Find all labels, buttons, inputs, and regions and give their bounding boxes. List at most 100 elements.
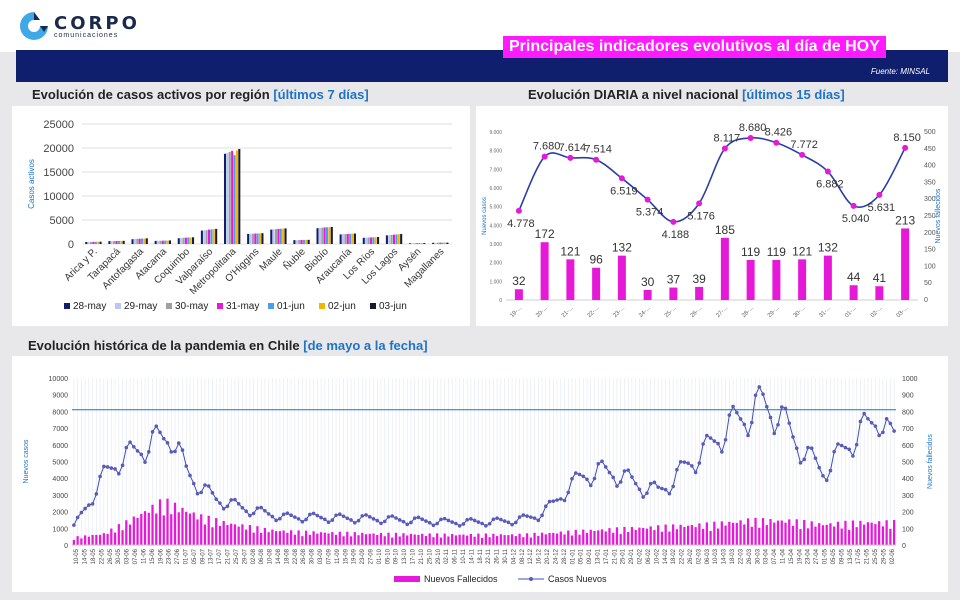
x-tick-label: 26-08 (301, 548, 307, 564)
cases-point (753, 393, 758, 398)
cases-point (120, 463, 125, 468)
bar (94, 241, 97, 244)
death-bar (823, 255, 832, 300)
x-tick-label: 10-05 (74, 548, 80, 564)
y-right-tick-label: 900 (902, 393, 914, 400)
bar (136, 238, 139, 244)
death-bar (447, 536, 450, 545)
x-tick-label: 17-05 (856, 548, 862, 564)
cases-point (675, 467, 679, 472)
bar (365, 237, 368, 244)
cases-point (615, 484, 619, 488)
regional-chart-title: Evolución de casos activos por región [ú… (32, 87, 369, 102)
bar (323, 227, 326, 244)
bar (282, 228, 285, 244)
bar (210, 229, 213, 244)
cases-point (806, 445, 810, 450)
legend-label: 28-may (73, 301, 106, 312)
bar (226, 152, 229, 244)
death-bar (698, 523, 701, 545)
death-bar (331, 532, 334, 545)
cases-point (266, 512, 271, 516)
death-bar (481, 537, 484, 545)
y-left-tick-label: 1000 (52, 526, 68, 533)
death-bar (368, 533, 371, 545)
x-tick-label: 27-04 (814, 548, 820, 564)
x-tick-label: 06-03 (705, 548, 711, 564)
x-tick-label: 20-... (535, 305, 549, 319)
cases-point (371, 517, 376, 521)
cases-point (281, 512, 286, 517)
death-bar (98, 534, 102, 545)
regional-title-main: Evolución de casos activos por región (32, 87, 270, 102)
cases-point (450, 520, 454, 524)
death-bar (514, 289, 523, 300)
legend-swatch (319, 303, 325, 309)
cases-point (218, 501, 222, 505)
cases-point (847, 447, 851, 452)
y-axis-label: Casos activos (27, 159, 36, 209)
death-bar (495, 536, 499, 545)
y-right-tick-label: 800 (902, 409, 914, 416)
x-tick-label: 05-01 (579, 548, 585, 564)
cases-point (731, 404, 735, 409)
bar (305, 239, 308, 244)
cases-point (876, 191, 883, 198)
cases-point (821, 474, 825, 478)
cases-point (341, 514, 346, 519)
brand-subtitle: comunicaciones (54, 32, 119, 39)
cases-point (105, 465, 110, 469)
bar (353, 233, 356, 244)
bar (344, 234, 347, 244)
cases-point (158, 430, 162, 435)
cases-point (412, 516, 417, 520)
bar (390, 234, 393, 244)
x-tick-label: 06-11 (453, 548, 459, 564)
cases-point (540, 513, 544, 518)
cases-point (229, 498, 233, 502)
cases-point (727, 413, 732, 417)
legend-label: 30-may (175, 301, 208, 312)
death-bar (458, 534, 461, 545)
cases-point (394, 516, 398, 520)
cases-point (902, 144, 909, 151)
x-tick-label: 13-01 (596, 548, 602, 564)
death-bar (848, 529, 851, 545)
death-bar (80, 538, 83, 545)
corpo-logo-icon (20, 12, 48, 40)
death-data-label: 96 (589, 253, 603, 267)
cases-point (117, 471, 121, 476)
y-right-tick-label: 50 (924, 280, 932, 287)
bar (182, 237, 185, 244)
cases-point (791, 435, 795, 439)
death-bar (95, 534, 98, 545)
y-left-axis-label: Nuevos casos (482, 197, 488, 235)
daily-title-main: Evolución DIARIA a nivel nacional (528, 87, 739, 102)
y-right-axis-label: Nuevos fallecidos (927, 434, 934, 489)
cases-point (723, 437, 728, 442)
death-bar (563, 534, 566, 545)
x-tick-label: 15-09 (343, 548, 349, 564)
cases-point (757, 385, 762, 389)
death-bar (612, 532, 615, 545)
cases-point (233, 497, 237, 502)
cases-point (382, 519, 387, 524)
death-bar (548, 532, 551, 545)
bar (318, 227, 321, 244)
cases-point (577, 472, 582, 477)
death-bar (428, 533, 431, 545)
cases-point (562, 498, 567, 503)
death-bar (728, 521, 731, 545)
x-tick-label: 02-11 (444, 548, 450, 564)
death-bar (346, 531, 349, 545)
death-bar (275, 531, 278, 545)
death-bar (889, 528, 892, 545)
cases-point (854, 442, 859, 447)
death-bar (421, 533, 424, 545)
death-bar (593, 530, 596, 545)
death-bar (818, 523, 821, 545)
bar (249, 233, 252, 244)
cases-point (573, 471, 578, 475)
cases-point (461, 522, 466, 526)
bar (131, 239, 134, 244)
